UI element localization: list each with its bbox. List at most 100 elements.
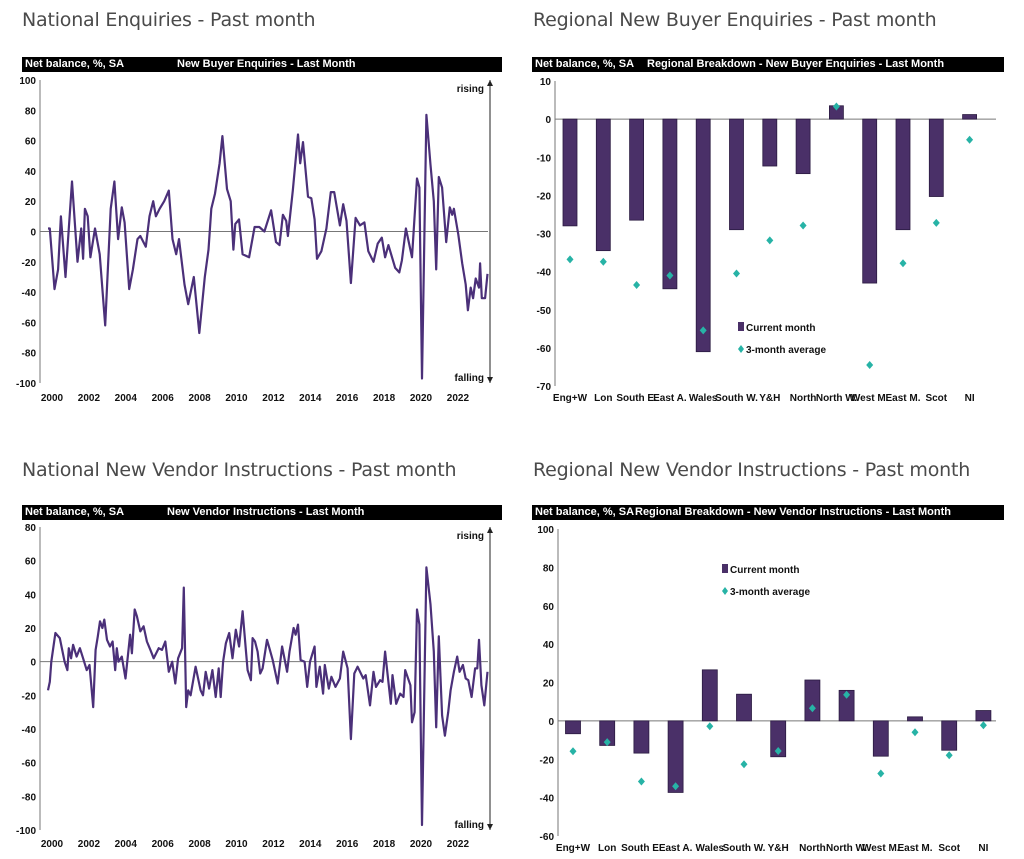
bar-current-month [795,118,811,175]
bar-current-month [907,716,923,722]
y-tick-label: -100 [16,826,36,837]
bar-current-month [862,118,878,284]
y-tick-label: 0 [548,717,554,728]
y-tick-label: -40 [22,288,37,299]
x-tick-label: 2020 [410,393,433,404]
y-tick-label: -100 [16,379,36,390]
x-tick-label: 2004 [115,393,138,404]
y-tick-label: 60 [25,557,37,568]
x-tick-label: 2004 [115,839,138,850]
y-tick-label: 80 [25,523,37,534]
x-category-label: East M. [897,843,932,854]
marker-3-month-average [911,728,919,737]
y-tick-label: 40 [25,590,37,601]
bar-current-month [962,114,977,120]
y-tick-label: -20 [22,258,37,269]
legend-marker-3-month-average [722,587,728,595]
y-tick-label: -50 [537,306,552,317]
bar-current-month [562,118,578,227]
bar-current-month [662,118,678,290]
x-category-label: Wales [689,393,718,404]
y-tick-label: 0 [30,228,36,239]
legend-marker-3-month-average [738,345,744,353]
y-tick-label: -70 [537,382,552,393]
x-tick-label: 2016 [336,839,359,850]
bar-current-month [595,118,611,252]
section-title-regional-enquiries: Regional New Buyer Enquiries - Past mont… [533,9,937,31]
x-tick-label: 2014 [299,393,322,404]
series-line [48,113,489,380]
x-category-label: West M. [851,393,889,404]
x-category-label: Scot [938,843,960,854]
x-category-label: North [799,843,826,854]
bar-current-month [770,720,787,758]
x-category-label: Scot [925,393,947,404]
x-category-label: North W. [826,843,867,854]
x-tick-label: 2022 [447,839,470,850]
chart-header-regional-enquiries: Net balance, %, SA Regional Breakdown - … [532,57,1004,72]
arrow-down-icon [487,377,493,383]
falling-label: falling [455,373,484,384]
marker-3-month-average [569,747,577,756]
x-tick-label: 2010 [225,393,248,404]
bar-current-month [695,118,711,353]
x-category-label: South E. [621,843,662,854]
chart-header-national-vendors: Net balance, %, SA New Vendor Instructio… [22,505,502,520]
x-tick-label: 2016 [336,393,359,404]
y-tick-label: -30 [537,230,552,241]
bar-current-month [633,720,650,754]
legend-label-3-month-average: 3-month average [746,345,826,356]
x-category-label: East A. [659,843,693,854]
x-tick-label: 2020 [410,839,433,850]
legend-label-3-month-average: 3-month average [730,587,810,598]
arrow-down-icon [487,824,493,830]
marker-3-month-average [766,236,774,245]
section-title-national-enquiries: National Enquiries - Past month [22,9,316,31]
x-tick-label: 2008 [188,393,211,404]
y-tick-label: -60 [22,318,37,329]
y-tick-label: -60 [537,344,552,355]
marker-3-month-average [672,782,680,791]
bar-current-month [736,693,752,722]
x-tick-label: 2000 [41,839,64,850]
marker-3-month-average [699,326,707,335]
bar-current-month [895,118,911,231]
chart-title: Regional Breakdown - New Buyer Enquiries… [647,58,945,70]
bar-current-month [729,118,744,231]
y-tick-label: 40 [543,640,555,651]
bar-current-month [762,118,778,167]
x-tick-label: 2002 [78,839,101,850]
x-category-label: North [790,393,817,404]
chart-header-national-enquiries: Net balance, %, SA New Buyer Enquiries -… [22,57,502,72]
marker-3-month-average [866,361,874,370]
y-tick-label: 60 [543,602,555,613]
marker-3-month-average [706,722,714,731]
bar-current-month [565,720,581,735]
x-tick-label: 2012 [262,393,285,404]
marker-3-month-average [899,259,907,268]
x-category-label: South E. [616,393,657,404]
y-tick-label: -40 [540,794,555,805]
y-tick-label: 20 [25,197,37,208]
x-tick-label: 2010 [225,839,248,850]
x-category-label: NI [978,843,988,854]
marker-3-month-average [932,218,940,227]
legend-label-current-month: Current month [746,323,815,334]
x-tick-label: 2002 [78,393,101,404]
section-title-regional-vendors: Regional New Vendor Instructions - Past … [533,459,971,481]
series-line [46,566,489,827]
bar-current-month [838,689,855,722]
falling-label: falling [455,820,484,831]
unit-label: Net balance, %, SA [535,58,635,70]
y-tick-label: 80 [25,106,37,117]
y-tick-label: 100 [19,76,36,87]
x-category-label: East A. [653,393,687,404]
chart-title: Regional Breakdown - New Vendor Instruct… [635,506,951,518]
y-tick-label: -20 [540,755,555,766]
x-tick-label: 2012 [262,839,285,850]
rising-label: rising [457,84,484,95]
marker-3-month-average [603,738,611,747]
y-tick-label: -20 [22,691,37,702]
x-tick-label: 2006 [152,393,175,404]
marker-3-month-average [877,769,885,778]
